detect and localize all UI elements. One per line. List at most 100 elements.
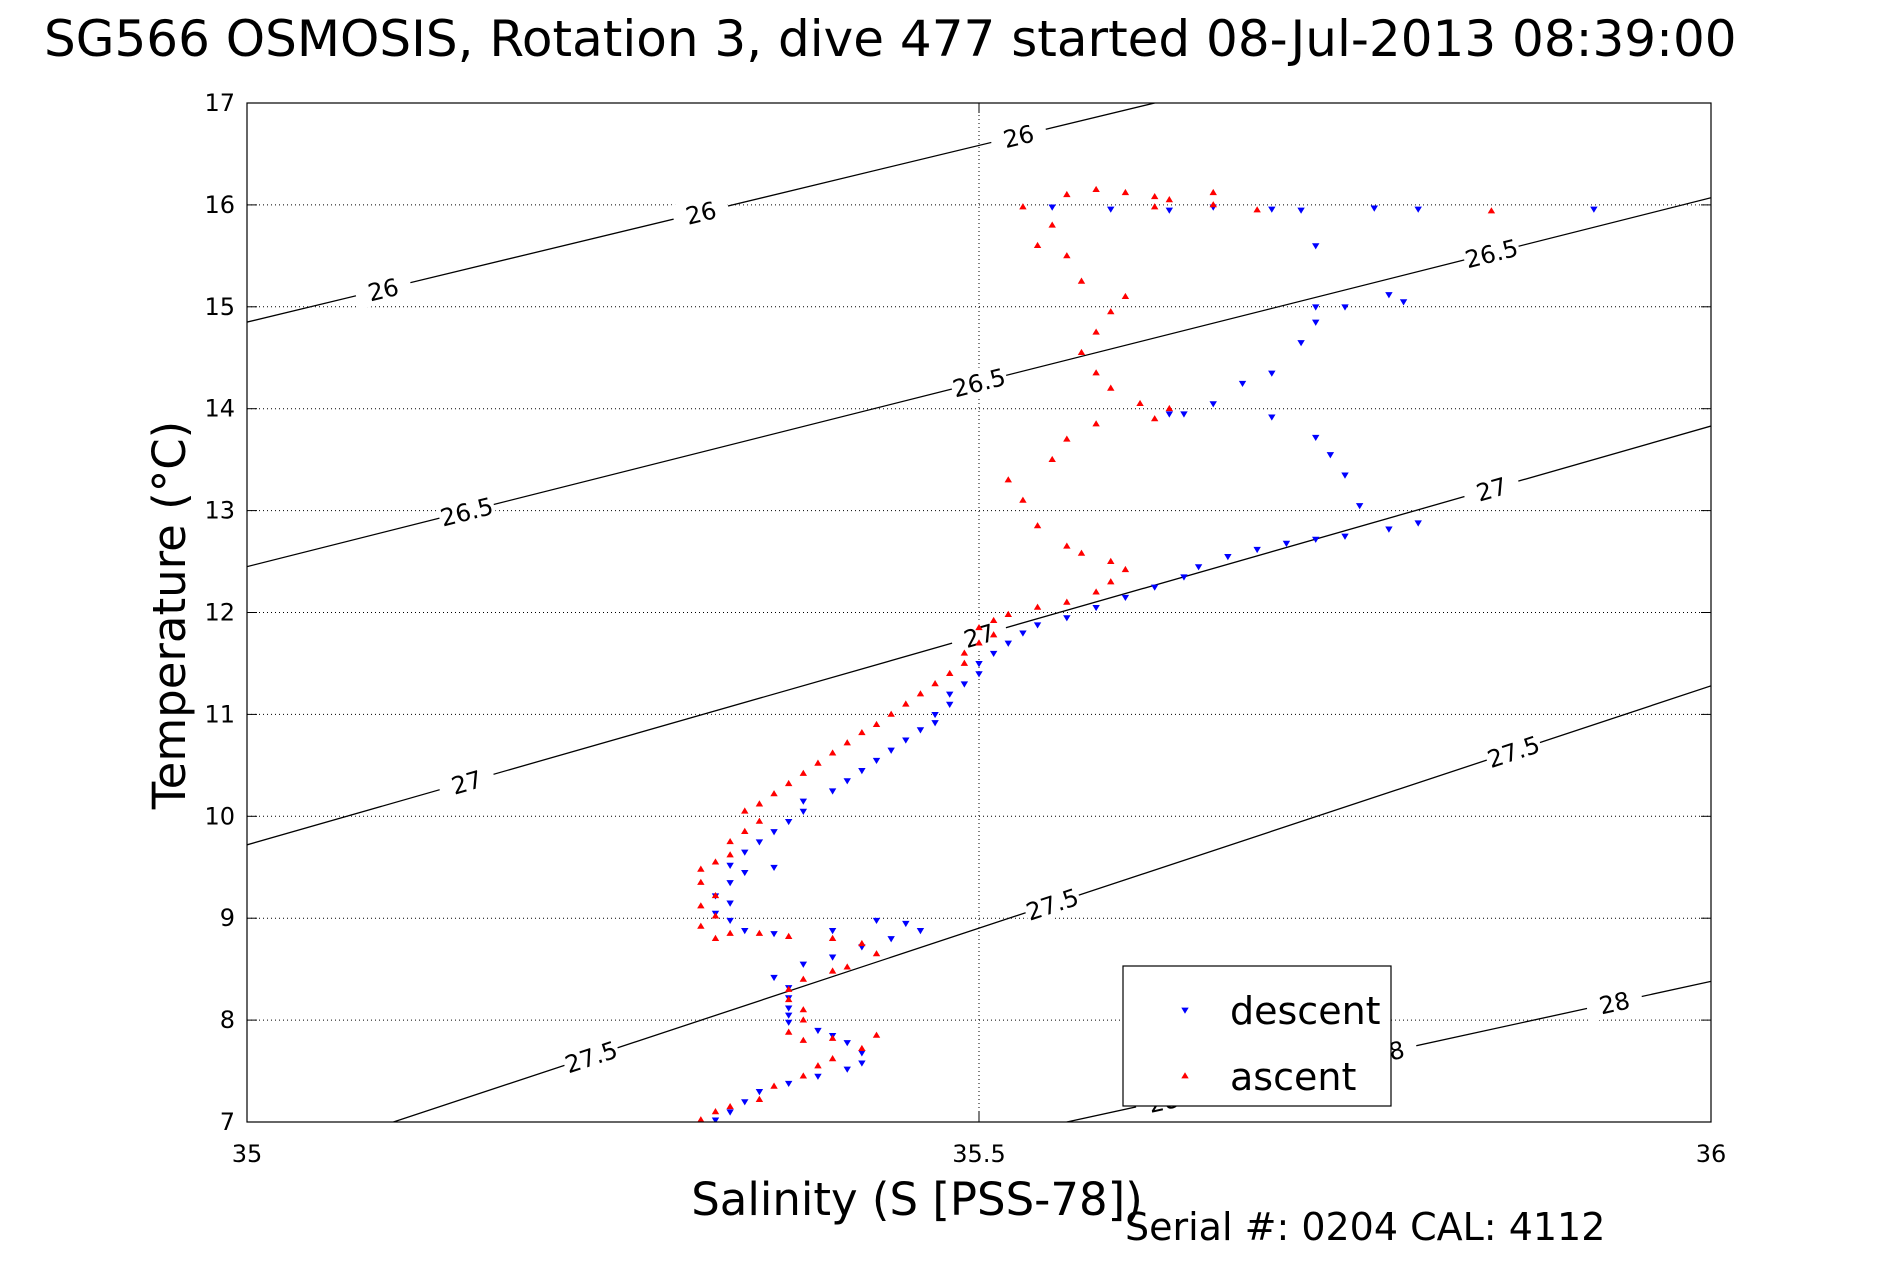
ascent-point [770,790,778,797]
descent-point [1355,503,1364,510]
descent-point [711,1117,720,1122]
ascent-point [1107,308,1115,315]
descent-point [1224,554,1232,561]
ascent-point [755,817,764,824]
descent-point [858,768,866,775]
ascent-point [828,1034,837,1041]
descent-point [1268,414,1276,421]
descent-point [989,650,998,658]
descent-point [1414,520,1422,527]
descent-point [1253,546,1261,554]
descent-point [1385,292,1393,299]
ascent-point [755,800,764,807]
descent-point [916,727,925,734]
ascent-point [697,878,705,885]
isopycnal-label-bg [560,1034,623,1079]
ascent-point [726,1102,734,1110]
ascent-point [1107,557,1115,564]
ascent-point [1136,399,1144,407]
ascent-point [1092,328,1100,335]
descent-point [741,1099,749,1106]
isopycnal-label-bg [988,115,1050,157]
descent-point [755,1089,764,1096]
descent-point [741,869,749,877]
ascent-point [1063,252,1071,259]
descent-point [799,961,808,968]
isopycnal-label: 27.5 [562,1036,622,1079]
isopycnal-label: 26 [1001,120,1037,154]
ascent-point [1077,549,1086,556]
ascent-point [726,851,734,858]
ascent-point [784,779,793,787]
isopycnal-label-bg [1021,881,1084,927]
x-tick-label: 35 [232,1140,263,1168]
descent-point [1063,615,1071,622]
ascent-point [697,902,705,909]
ascent-point [755,929,764,936]
isopycnal-label: 26 [683,196,719,230]
descent-point [1399,299,1408,306]
density-contours: 26262626.526.526.527272727.527.527.52828… [247,103,1711,1122]
y-tick-label: 11 [204,700,235,728]
descent-point [1033,622,1042,629]
ascent-point [1033,603,1042,610]
descent-point [814,1073,822,1080]
ascent-point [975,624,983,631]
isopycnal-label: 28 [1597,987,1633,1021]
ascent-point [1063,598,1071,605]
descent-point [975,671,983,678]
descent-point [1165,411,1174,418]
ascent-point [726,929,734,936]
descent-point [843,1040,851,1047]
ascent-point [960,659,969,666]
ascent-point [1048,221,1056,228]
descent-point [726,917,734,925]
ascent-point [799,1006,808,1013]
ascent-point [1209,188,1217,196]
legend: descent ascent [1122,965,1392,1107]
descent-point [1180,574,1188,581]
ascent-point [1107,578,1115,585]
x-tick-label: 35.5 [952,1140,1005,1168]
descent-point [1312,536,1320,543]
descent-point [843,778,851,785]
isopycnal-label-bg [436,490,498,532]
ascent-point [1077,277,1086,284]
descent-point [1312,319,1320,326]
ascent-point [1033,522,1042,529]
ascent-point [1092,420,1100,427]
descent-point [741,849,749,856]
ascent-point [799,1036,808,1043]
descent-point [726,862,734,869]
descent-point [726,900,734,907]
ascent-point [843,963,851,970]
ascent-point [770,1082,778,1089]
ascent-point [784,995,793,1003]
y-tick-label: 12 [204,599,235,627]
ascent-point [1150,415,1159,422]
descent-point [1370,205,1378,212]
ascent-point [1092,369,1100,376]
ascent-point [989,616,998,624]
descent-point [1092,605,1100,612]
ascent-point [726,837,734,845]
descent-point [828,788,837,795]
y-tick-label: 9 [220,904,235,932]
descent-point [931,720,939,727]
ascent-point [1092,588,1100,595]
descent-point [828,928,837,935]
ascent-point [799,1072,808,1079]
descent-point [741,928,749,935]
descent-point [1312,434,1320,442]
ascent-point [887,710,895,717]
ascent-point [1121,565,1130,573]
ascent-point [814,759,822,766]
ascent-point [741,807,749,814]
isopycnal-label: 26.5 [950,363,1009,403]
descent-point [946,691,954,698]
descent-point [1165,207,1174,214]
isopycnal-label-bg [1584,982,1645,1023]
descent-point [858,1060,866,1067]
descent-point [1209,401,1217,408]
ascent-point [1063,435,1071,442]
